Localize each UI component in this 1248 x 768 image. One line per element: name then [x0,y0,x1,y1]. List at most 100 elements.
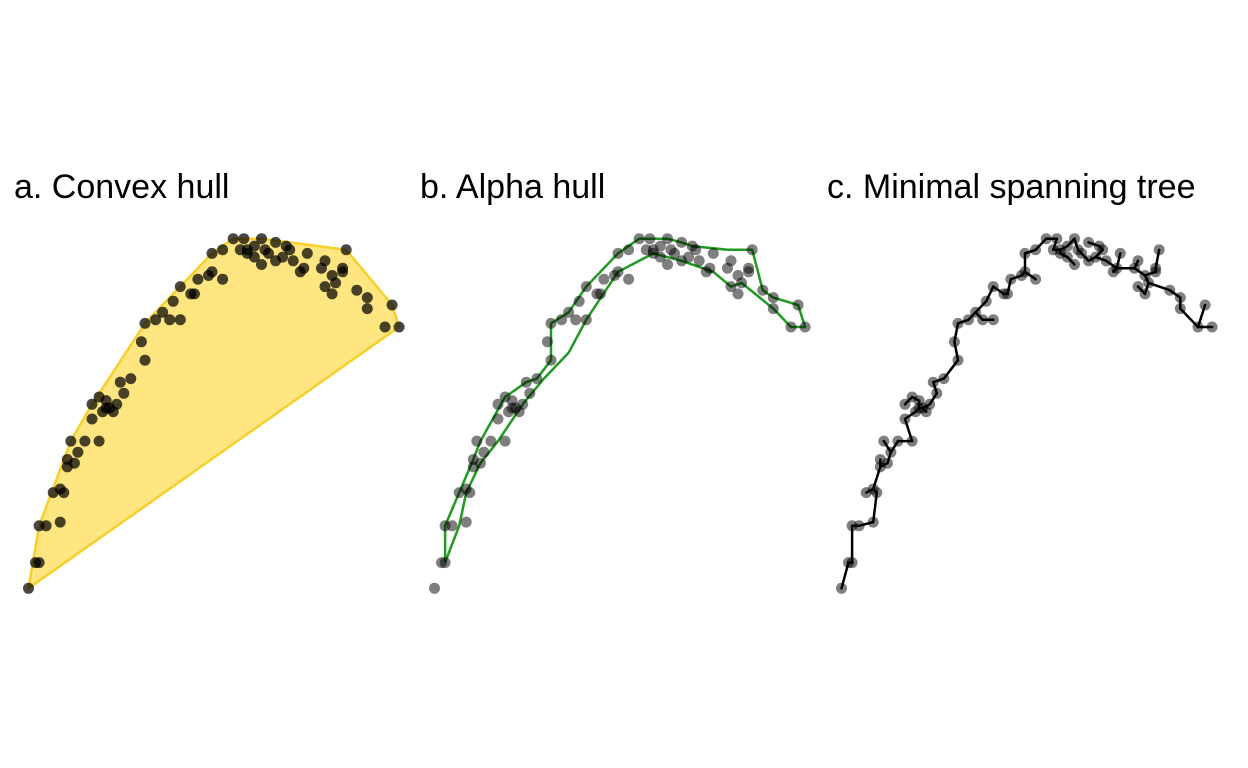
b-point-27 [531,373,543,385]
c-point-39 [1001,288,1013,300]
a-point-79 [270,236,282,248]
c-point-29 [948,336,960,348]
b-point-69 [746,244,758,256]
point-layer-c [836,233,1218,594]
c-point-11 [881,457,893,469]
a-point-45 [227,233,239,245]
b-point-58 [693,255,705,267]
a-point-75 [351,284,363,296]
c-point-27 [938,373,950,385]
c-point-37 [1005,273,1017,285]
c-point-26 [927,376,939,388]
b-point-17 [492,398,504,410]
panel-alpha-hull: b. Alpha hull [420,168,811,594]
c-point-24 [924,398,936,410]
b-point-67 [732,288,744,300]
b-point-34 [573,295,585,307]
b-point-70 [767,292,779,304]
a-point-30 [139,317,151,329]
panel-title-b: b. Alpha hull [420,168,605,206]
b-point-31 [556,314,567,326]
a-point-16 [86,413,98,425]
c-point-77 [1150,262,1162,274]
a-point-46 [238,233,250,245]
c-point-74 [1206,321,1218,333]
b-point-30 [545,317,557,329]
c-point-51 [1061,251,1073,263]
b-point-4 [446,520,458,532]
a-point-5 [54,516,66,528]
b-point-25 [524,387,536,399]
a-point-14 [79,435,91,447]
a-point-12 [65,435,77,447]
b-point-75 [757,284,769,296]
c-point-25 [931,387,943,399]
a-point-62 [280,240,292,252]
b-point-56 [683,251,695,263]
a-point-2 [33,557,45,569]
a-point-77 [337,262,349,274]
c-point-16 [899,413,911,425]
b-point-74 [799,321,811,333]
c-point-46 [1051,233,1063,245]
b-point-68 [725,281,737,293]
a-point-64 [319,255,331,267]
point-layer-a [23,233,405,594]
b-point-33 [570,314,582,326]
b-point-41 [612,266,624,278]
a-point-54 [259,244,271,256]
c-point-5 [867,516,879,528]
a-point-13 [72,446,84,458]
c-point-75 [1164,284,1176,296]
c-point-33 [977,314,989,326]
c-point-54 [1072,244,1084,256]
c-point-30 [952,317,964,329]
a-point-61 [294,266,306,278]
c-point-66 [1143,277,1155,289]
a-point-43 [206,247,218,259]
c-point-64 [1132,255,1144,267]
c-point-45 [1040,233,1052,245]
a-point-15 [93,435,105,447]
b-point-0 [429,582,440,594]
convex-hull-layer [27,237,401,590]
a-point-35 [174,314,186,326]
b-point-45 [633,233,645,245]
c-point-17 [899,398,911,410]
a-point-73 [386,299,398,311]
a-point-39 [188,288,200,300]
b-point-42 [623,273,635,285]
mst-edge-layer [840,237,1214,590]
c-point-2 [846,557,858,569]
c-point-72 [1192,321,1204,333]
b-point-46 [644,233,656,245]
c-point-73 [1199,299,1211,311]
a-point-70 [361,292,373,304]
c-point-34 [980,295,992,307]
b-point-73 [792,299,804,311]
b-point-16 [492,413,504,425]
c-point-56 [1090,251,1102,263]
c-point-41 [1019,266,1031,278]
alpha-hull-layer [443,237,807,564]
b-point-59 [707,247,719,259]
b-point-28 [545,354,557,366]
c-point-13 [885,446,897,458]
c-point-71 [1174,303,1186,315]
c-point-15 [906,435,918,447]
a-point-58 [287,255,299,267]
b-point-29 [541,336,553,348]
a-point-41 [206,266,218,278]
b-point-44 [623,244,635,256]
c-point-44 [1030,244,1042,256]
a-point-17 [86,398,98,410]
b-point-32 [563,306,575,318]
b-point-14 [485,435,497,447]
c-point-0 [836,582,847,594]
b-point-13 [478,446,490,458]
a-point-37 [192,273,204,285]
c-point-14 [892,435,904,447]
c-point-52 [1069,259,1080,270]
b-point-36 [580,281,592,293]
